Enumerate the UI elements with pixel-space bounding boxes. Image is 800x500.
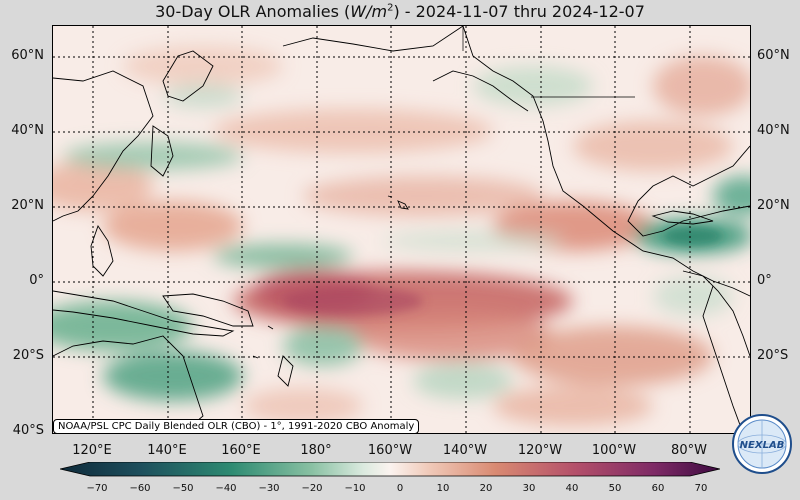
anomaly-patch bbox=[213, 244, 353, 268]
lat-label-left: 20°N bbox=[11, 198, 44, 213]
anomaly-patch bbox=[713, 176, 750, 216]
logo-text: NEXLAB bbox=[740, 440, 785, 451]
anomaly-patch bbox=[103, 201, 243, 251]
lon-label: 100°W bbox=[591, 443, 637, 458]
anomaly-patch bbox=[383, 231, 563, 251]
anomaly-field bbox=[53, 46, 750, 426]
coastline-gulf-of-mexico bbox=[627, 145, 750, 237]
nexlab-logo: NEXLAB bbox=[732, 414, 792, 474]
colorbar-tick-label: −50 bbox=[172, 483, 194, 494]
anomaly-patch bbox=[123, 46, 283, 86]
coastline-vanuatu bbox=[252, 355, 259, 359]
lon-label: 180° bbox=[300, 443, 332, 458]
anomaly-core bbox=[663, 226, 723, 246]
anomaly-patch bbox=[103, 351, 243, 401]
anomaly-patch bbox=[303, 176, 543, 216]
anomaly-patch bbox=[473, 66, 593, 106]
lat-label-left: 0° bbox=[29, 273, 44, 288]
colorbar-tick-label: 70 bbox=[694, 483, 708, 494]
colorbar-tick-label: −20 bbox=[301, 483, 323, 494]
coastline-new-guinea bbox=[162, 293, 254, 327]
lat-label-right: 60°N bbox=[757, 48, 790, 63]
colorbar-tick-label: −60 bbox=[129, 483, 151, 494]
lat-label-left: 60°N bbox=[11, 48, 44, 63]
lat-label-left: 40°S bbox=[12, 423, 44, 438]
anomaly-patch bbox=[163, 84, 243, 108]
colorbar-scale bbox=[60, 462, 720, 477]
lat-label-right: 20°N bbox=[757, 198, 790, 213]
coastline-fiji bbox=[267, 325, 274, 330]
colorbar-tick-label: 30 bbox=[522, 483, 536, 494]
lon-label: 160°W bbox=[367, 443, 413, 458]
anomaly-patch bbox=[243, 388, 363, 424]
borders bbox=[462, 26, 635, 98]
colorbar-tick-label: −30 bbox=[258, 483, 280, 494]
coastline-philippines bbox=[90, 224, 114, 277]
colorbar-tick-label: −40 bbox=[215, 483, 237, 494]
colorbar-tick-label: 60 bbox=[651, 483, 665, 494]
lat-label-right: 20°S bbox=[757, 348, 789, 363]
coastline-south-america bbox=[682, 270, 750, 357]
coastline-kamchatka bbox=[162, 50, 214, 102]
anomaly-patch bbox=[413, 363, 513, 399]
anomaly-patch bbox=[573, 121, 733, 171]
anomaly-patch bbox=[63, 142, 243, 170]
lat-label-right: 40°N bbox=[757, 123, 790, 138]
lon-label: 120°W bbox=[517, 443, 563, 458]
anomaly-patch bbox=[213, 109, 493, 153]
anomaly-patch bbox=[513, 326, 713, 386]
colorbar bbox=[60, 462, 720, 477]
anomaly-patch bbox=[493, 386, 653, 426]
coastline-australia bbox=[53, 335, 204, 433]
anomaly-patch bbox=[53, 301, 193, 351]
olr-anomaly-map bbox=[53, 26, 750, 433]
lon-label: 120°E bbox=[72, 443, 112, 458]
coastlines bbox=[53, 26, 750, 433]
coastline-andes bbox=[702, 285, 744, 433]
map-plot-area bbox=[52, 25, 751, 434]
coastline-cuba bbox=[651, 210, 714, 225]
lat-label-left: 20°S bbox=[12, 348, 44, 363]
gridlines bbox=[53, 26, 750, 433]
lat-label-left: 40°N bbox=[11, 123, 44, 138]
anomaly-patch bbox=[353, 311, 553, 361]
coastline-hawaii bbox=[397, 200, 409, 210]
coastline-north-america-west bbox=[462, 26, 750, 297]
lon-label: 140°E bbox=[147, 443, 187, 458]
map-title: 30-Day OLR Anomalies (W/m2) - 2024-11-07… bbox=[155, 2, 645, 21]
colorbar-tick-label: 0 bbox=[396, 483, 404, 494]
colorbar-tick-label: 10 bbox=[436, 483, 450, 494]
lon-label: 140°W bbox=[442, 443, 488, 458]
anomaly-patch bbox=[53, 161, 153, 211]
colorbar-tick-label: −70 bbox=[86, 483, 108, 494]
coastline-indonesia bbox=[53, 290, 235, 337]
colorbar-tick-label: 20 bbox=[479, 483, 493, 494]
data-source-credit: NOAA/PSL CPC Daily Blended OLR (CBO) - 1… bbox=[53, 419, 420, 434]
lon-label: 160°E bbox=[221, 443, 261, 458]
anomaly-patch bbox=[653, 56, 750, 116]
coastline-siberia bbox=[282, 26, 464, 52]
coastline-asia bbox=[53, 70, 154, 222]
lon-label: 80°W bbox=[671, 443, 707, 458]
colorbar-tick-label: 50 bbox=[608, 483, 622, 494]
colorbar-tick-label: 40 bbox=[565, 483, 579, 494]
lat-label-right: 0° bbox=[757, 273, 772, 288]
coastline-alaska-south bbox=[432, 70, 529, 112]
anomaly-core bbox=[283, 287, 423, 315]
colorbar-tick-label: −10 bbox=[344, 483, 366, 494]
coastline-new-caledonia bbox=[277, 355, 294, 387]
anomaly-patch bbox=[283, 326, 363, 366]
